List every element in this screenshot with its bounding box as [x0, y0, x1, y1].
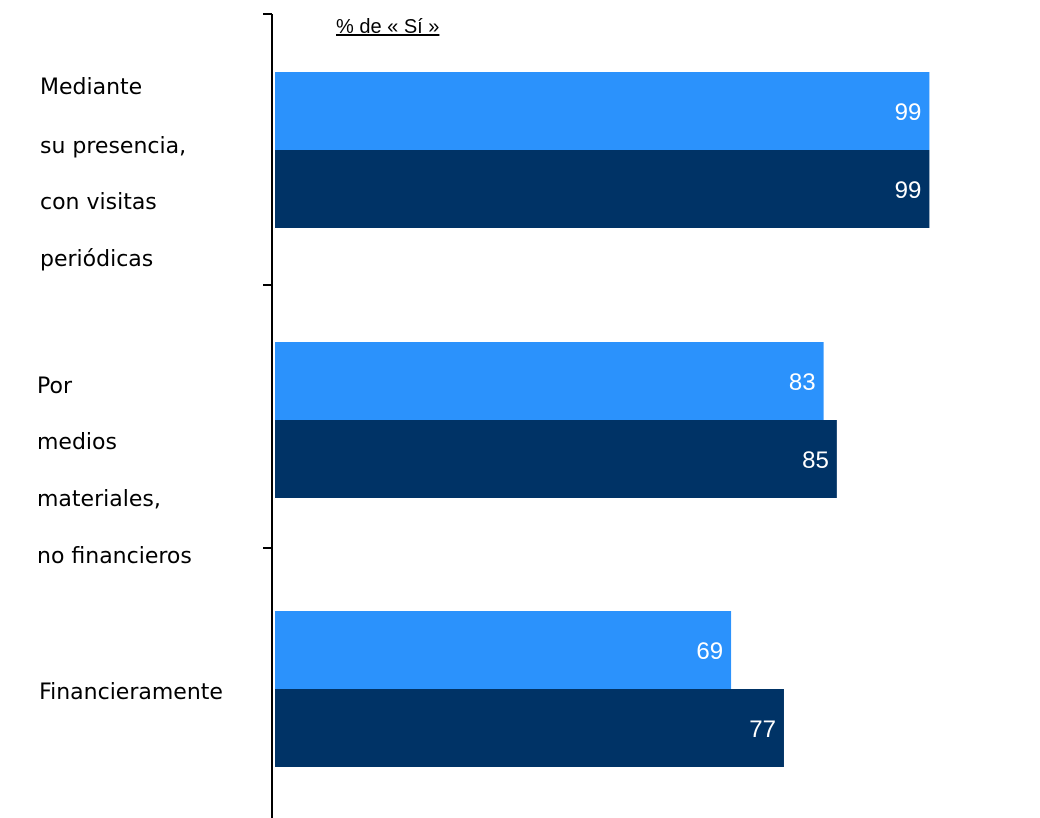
bar-series-1-category-2: [275, 689, 784, 767]
data-label-series-0-category-1: 83: [789, 369, 816, 396]
category-label-1-line-1: medios: [37, 430, 117, 455]
category-label-1-line-2: materiales,: [37, 487, 161, 512]
bar-series-1-category-0: [275, 150, 930, 228]
data-label-series-1-category-2: 77: [749, 716, 776, 743]
category-label-0-line-0: Mediante: [40, 75, 142, 100]
bar-series-0-category-2: [275, 611, 732, 689]
data-label-series-1-category-0: 99: [895, 177, 922, 204]
data-label-series-0-category-0: 99: [895, 99, 922, 126]
category-label-2-line-0: Financieramente: [39, 680, 223, 705]
data-label-series-0-category-2: 69: [696, 638, 723, 665]
category-label-1-line-3: no financieros: [37, 544, 192, 569]
bar-series-0-category-0: [275, 72, 930, 150]
category-label-0-line-1: su presencia,: [40, 134, 186, 159]
bar-series-0-category-1: [275, 342, 824, 420]
data-label-series-1-category-1: 85: [802, 447, 829, 474]
bar-series-1-category-1: [275, 420, 837, 498]
chart-header: % de « Sí »: [336, 16, 440, 38]
category-label-0-line-2: con visitas: [40, 190, 157, 215]
category-label-1-line-0: Por: [37, 374, 73, 399]
category-label-0-line-3: periódicas: [40, 247, 153, 272]
